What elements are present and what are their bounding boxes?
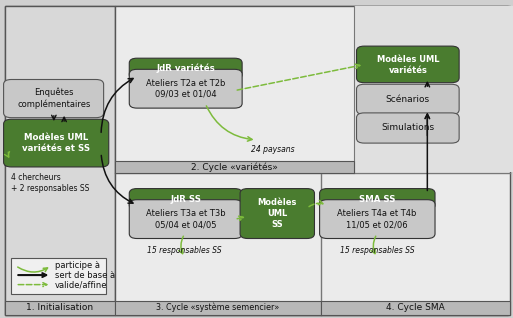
Text: Simulations: Simulations <box>381 123 435 132</box>
Text: Ateliers T3a et T3b
05/04 et 04/05: Ateliers T3a et T3b 05/04 et 04/05 <box>146 209 226 229</box>
Text: 4. Cycle SMA: 4. Cycle SMA <box>386 303 445 312</box>
FancyBboxPatch shape <box>357 46 459 83</box>
Text: JdR SS: JdR SS <box>170 195 201 204</box>
Text: Ateliers T2a et T2b
09/03 et 01/04: Ateliers T2a et T2b 09/03 et 01/04 <box>146 79 225 99</box>
Text: Modèles
UML
SS: Modèles UML SS <box>258 198 297 229</box>
Text: JdR variétés: JdR variétés <box>156 64 215 73</box>
Bar <box>5 301 115 315</box>
FancyBboxPatch shape <box>357 84 459 114</box>
Text: Enquêtes
complémentaires: Enquêtes complémentaires <box>17 88 91 109</box>
Bar <box>11 258 106 294</box>
FancyBboxPatch shape <box>4 119 109 167</box>
FancyBboxPatch shape <box>240 189 314 238</box>
FancyBboxPatch shape <box>320 200 435 238</box>
Text: 15 responsables SS: 15 responsables SS <box>340 246 415 255</box>
Bar <box>354 6 513 172</box>
Text: 15 responsables SS: 15 responsables SS <box>147 246 222 255</box>
Text: 2. Cycle «variétés»: 2. Cycle «variétés» <box>191 162 278 172</box>
Text: 4 chercheurs
+ 2 responsables SS: 4 chercheurs + 2 responsables SS <box>11 173 90 193</box>
Bar <box>115 301 321 315</box>
Text: Modèles UML
variétés: Modèles UML variétés <box>377 54 439 75</box>
Text: Scénarios: Scénarios <box>386 95 430 104</box>
Bar <box>321 301 510 315</box>
Bar <box>5 6 115 315</box>
Text: sert de base à: sert de base à <box>55 271 115 280</box>
Text: SMA SS: SMA SS <box>359 195 396 204</box>
Text: 24 paysans: 24 paysans <box>251 145 295 154</box>
Text: 1. Initialisation: 1. Initialisation <box>27 303 93 312</box>
Text: participe à: participe à <box>55 261 100 270</box>
Text: Modèles UML
variétés et SS: Modèles UML variétés et SS <box>22 133 90 153</box>
FancyBboxPatch shape <box>129 200 242 238</box>
FancyBboxPatch shape <box>129 69 242 108</box>
Bar <box>115 161 354 173</box>
FancyBboxPatch shape <box>320 189 435 210</box>
Text: valide/affine: valide/affine <box>55 280 107 289</box>
FancyBboxPatch shape <box>129 189 242 210</box>
FancyBboxPatch shape <box>129 58 242 80</box>
Text: 3. Cycle «système semencier»: 3. Cycle «système semencier» <box>156 303 280 312</box>
Text: Ateliers T4a et T4b
11/05 et 02/06: Ateliers T4a et T4b 11/05 et 02/06 <box>338 209 417 229</box>
Bar <box>115 6 510 315</box>
FancyBboxPatch shape <box>4 80 104 118</box>
FancyBboxPatch shape <box>357 113 459 143</box>
